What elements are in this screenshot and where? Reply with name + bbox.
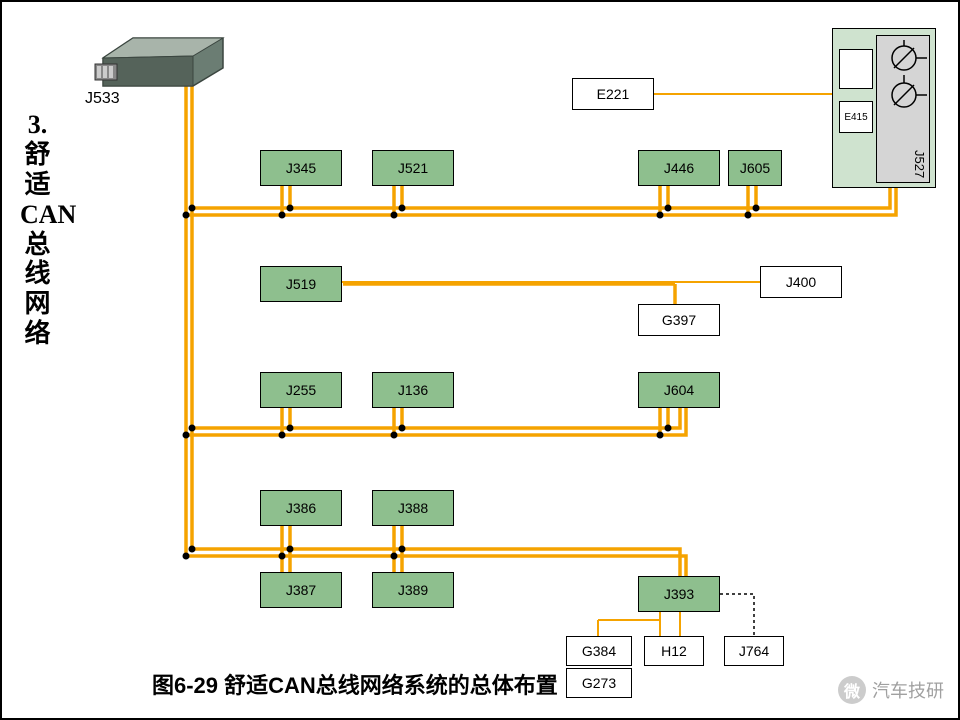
node-j255: J255 (260, 372, 342, 408)
j533-label: J533 (85, 90, 120, 108)
node-j388: J388 (372, 490, 454, 526)
j527-sub-box-1 (839, 49, 873, 89)
node-j389: J389 (372, 572, 454, 608)
watermark-text: 汽车技研 (872, 677, 944, 703)
node-j764: J764 (724, 636, 784, 666)
node-g273: G273 (566, 668, 632, 698)
figure-caption: 图6-29 舒适CAN总线网络系统的总体布置 (152, 668, 558, 700)
node-j393: J393 (638, 576, 720, 612)
node-h12: H12 (644, 636, 704, 666)
node-j387: J387 (260, 572, 342, 608)
node-j605: J605 (728, 150, 782, 186)
node-j446: J446 (638, 150, 720, 186)
j527-sub-box-e415: E415 (839, 101, 873, 133)
node-g397: G397 (638, 304, 720, 336)
watermark: 微 汽车技研 (838, 676, 944, 704)
node-j521: J521 (372, 150, 454, 186)
node-j136: J136 (372, 372, 454, 408)
node-j386: J386 (260, 490, 342, 526)
node-g384: G384 (566, 636, 632, 666)
node-j345: J345 (260, 150, 342, 186)
j533-module-image (93, 18, 228, 90)
node-j519: J519 (260, 266, 342, 302)
node-e221: E221 (572, 78, 654, 110)
j527-label: J527 (912, 150, 927, 178)
watermark-icon: 微 (838, 676, 866, 704)
node-j400: J400 (760, 266, 842, 298)
network-svg (0, 0, 960, 720)
j527-inner: J527 (876, 35, 930, 183)
j527-panel: J527 E415 (832, 28, 936, 188)
node-j604: J604 (638, 372, 720, 408)
